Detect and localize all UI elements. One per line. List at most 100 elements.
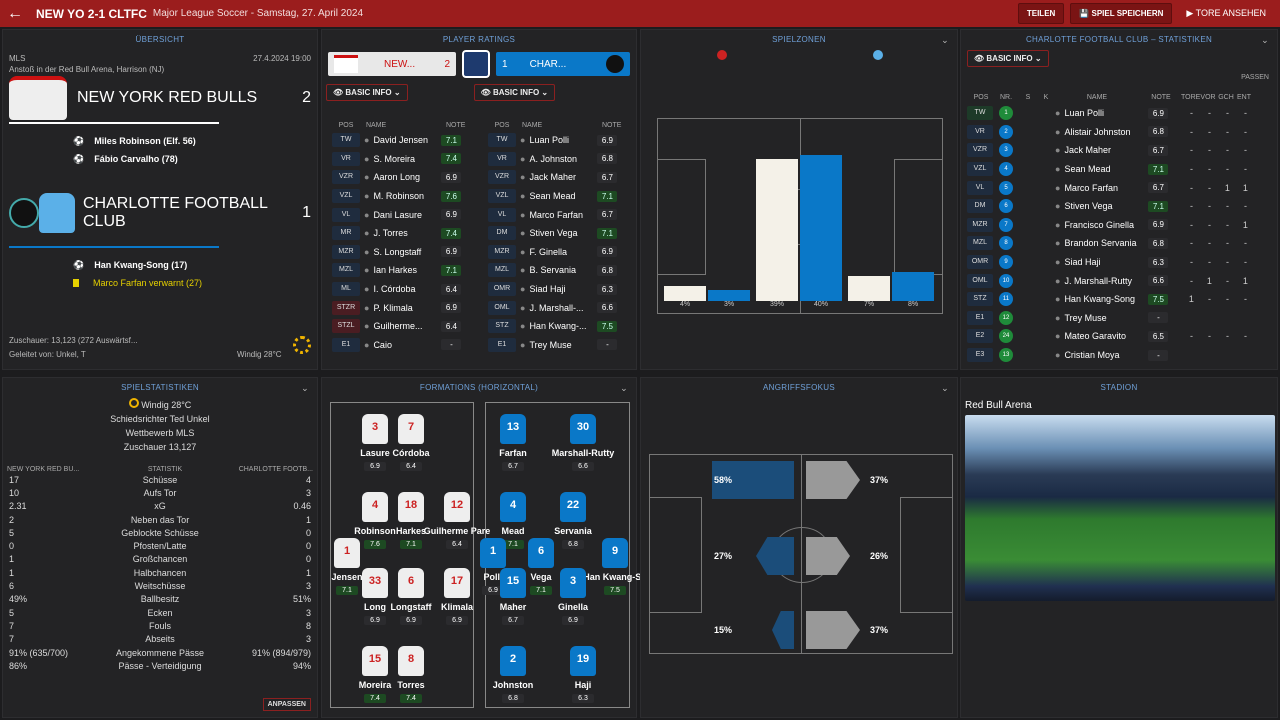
stats-row[interactable]: VL 5 ● Marco Farfan 6.7 - - 1 1 xyxy=(967,178,1273,197)
rating-row[interactable]: MR ● J. Torres 7.4 xyxy=(326,224,474,243)
player-name[interactable]: Siad Haji xyxy=(529,284,566,295)
player-name[interactable]: Trey Muse xyxy=(1064,312,1107,323)
rating-row[interactable]: VZL ● M. Robinson 7.6 xyxy=(326,187,474,206)
away-formation-player[interactable]: 3 Ginella 6.9 xyxy=(558,568,588,628)
player-name[interactable]: Han Kwang-... xyxy=(529,321,587,332)
player-name[interactable]: Han Kwang-Song xyxy=(1064,294,1135,305)
player-name[interactable]: S. Longstaff xyxy=(373,246,422,257)
player-name[interactable]: Mateo Garavito xyxy=(1064,331,1126,342)
home-basic-info-dropdown[interactable]: 👁 BASIC INFO ⌄ xyxy=(326,84,408,101)
home-formation-player[interactable]: 1 Jensen 7.1 xyxy=(331,538,363,598)
player-name[interactable]: B. Servania xyxy=(529,265,576,276)
player-name[interactable]: Stiven Vega xyxy=(1064,201,1113,212)
rating-row[interactable]: STZR ● P. Klimala 6.9 xyxy=(326,298,474,317)
player-name[interactable]: Sean Mead xyxy=(529,191,576,202)
adjust-button[interactable]: ANPASSEN xyxy=(262,698,311,711)
stats-row[interactable]: MZR 7 ● Francisco Ginella 6.9 - - - 1 xyxy=(967,216,1273,235)
player-name[interactable]: Dani Lasure xyxy=(373,209,422,220)
stats-row[interactable]: MZL 8 ● Brandon Servania 6.8 - - - - xyxy=(967,234,1273,253)
player-name[interactable]: Francisco Ginella xyxy=(1064,219,1134,230)
stats-basic-info-dropdown[interactable]: 👁 BASIC INFO ⌄ xyxy=(967,50,1049,67)
rating-row[interactable]: MZR ● S. Longstaff 6.9 xyxy=(326,243,474,262)
player-name[interactable]: Guilherme... xyxy=(373,321,423,332)
player-name[interactable]: Sean Mead xyxy=(1064,164,1111,175)
player-name[interactable]: Luan Polli xyxy=(1064,108,1104,119)
away-formation-player[interactable]: 9 Han Kwang-So 7.5 xyxy=(583,538,647,598)
home-formation-player[interactable]: 6 Longstaff 6.9 xyxy=(391,568,432,628)
home-formation-player[interactable]: 8 Torres 7.4 xyxy=(396,646,426,706)
rating-row[interactable]: STZL ● Guilherme... 6.4 xyxy=(326,317,474,336)
share-button[interactable]: TEILEN xyxy=(1017,3,1065,24)
chevron-down-icon[interactable]: ⌄ xyxy=(301,383,309,393)
player-name[interactable]: J. Torres xyxy=(373,228,408,239)
back-arrow-icon[interactable]: ← xyxy=(7,4,23,22)
player-name[interactable]: Trey Muse xyxy=(529,339,572,350)
home-formation-player[interactable]: 33 Long 6.9 xyxy=(360,568,390,628)
rating-row[interactable]: OMR ● Siad Haji 6.3 xyxy=(482,280,630,299)
player-name[interactable]: Marco Farfan xyxy=(529,209,583,220)
player-name[interactable]: Stiven Vega xyxy=(529,228,578,239)
rating-row[interactable]: TW ● David Jensen 7.1 xyxy=(326,131,474,150)
stats-row[interactable]: E1 12 ● Trey Muse - xyxy=(967,309,1273,328)
away-formation-player[interactable]: 13 Farfan 6.7 xyxy=(498,414,528,474)
player-name[interactable]: David Jensen xyxy=(373,135,428,146)
player-name[interactable]: Luan Polli xyxy=(529,135,569,146)
stats-row[interactable]: TW 1 ● Luan Polli 6.9 - - - - xyxy=(967,104,1273,123)
player-name[interactable]: F. Ginella xyxy=(529,246,567,257)
player-name[interactable]: P. Klimala xyxy=(373,302,413,313)
player-name[interactable]: J. Marshall-... xyxy=(529,302,584,313)
rating-row[interactable]: E1 ● Trey Muse - xyxy=(482,336,630,355)
home-formation-player[interactable]: 15 Moreira 7.4 xyxy=(359,646,391,706)
chevron-down-icon[interactable]: ⌄ xyxy=(941,383,949,393)
rating-row[interactable]: ML ● I. Córdoba 6.4 xyxy=(326,280,474,299)
away-formation-player[interactable]: 22 Servania 6.8 xyxy=(554,492,592,552)
rating-row[interactable]: VL ● Marco Farfan 6.7 xyxy=(482,205,630,224)
away-formation-player[interactable]: 4 Mead 7.1 xyxy=(498,492,528,552)
player-name[interactable]: S. Moreira xyxy=(373,153,415,164)
player-name[interactable]: Marco Farfan xyxy=(1064,182,1118,193)
stats-row[interactable]: VR 2 ● Alistair Johnston 6.8 - - - - xyxy=(967,123,1273,142)
player-name[interactable]: Caio xyxy=(373,339,392,350)
home-formation-player[interactable]: 12 Guilherme Pare 6.4 xyxy=(424,492,490,552)
player-name[interactable]: A. Johnston xyxy=(529,153,577,164)
player-name[interactable]: Brandon Servania xyxy=(1064,238,1137,249)
player-name[interactable]: Cristian Moya xyxy=(1064,350,1120,361)
rating-row[interactable]: VR ● A. Johnston 6.8 xyxy=(482,150,630,169)
home-formation-player[interactable]: 17 Klimala 6.9 xyxy=(441,568,473,628)
away-formation-player[interactable]: 1 Polli 6.9 xyxy=(478,538,508,598)
away-basic-info-dropdown[interactable]: 👁 BASIC INFO ⌄ xyxy=(473,84,556,101)
chevron-down-icon[interactable]: ⌄ xyxy=(1261,35,1269,45)
rating-row[interactable]: VR ● S. Moreira 7.4 xyxy=(326,150,474,169)
stats-row[interactable]: VZR 3 ● Jack Maher 6.7 - - - - xyxy=(967,141,1273,160)
away-formation-player[interactable]: 30 Marshall-Rutty 6.6 xyxy=(552,414,614,474)
rating-row[interactable]: VZR ● Aaron Long 6.9 xyxy=(326,168,474,187)
away-formation-player[interactable]: 6 Vega 7.1 xyxy=(526,538,556,598)
chevron-down-icon[interactable]: ⌄ xyxy=(941,35,949,45)
rating-row[interactable]: TW ● Luan Polli 6.9 xyxy=(482,131,630,150)
player-name[interactable]: Jack Maher xyxy=(1064,145,1111,156)
away-formation-player[interactable]: 19 Haji 6.3 xyxy=(568,646,598,706)
player-name[interactable]: M. Robinson xyxy=(373,191,424,202)
rating-row[interactable]: VZL ● Sean Mead 7.1 xyxy=(482,187,630,206)
away-formation-player[interactable]: 15 Maher 6.7 xyxy=(498,568,528,628)
stats-row[interactable]: OMR 9 ● Siad Haji 6.3 - - - - xyxy=(967,253,1273,272)
player-name[interactable]: Jack Maher xyxy=(529,172,576,183)
rating-row[interactable]: DM ● Stiven Vega 7.1 xyxy=(482,224,630,243)
rating-row[interactable]: MZR ● F. Ginella 6.9 xyxy=(482,243,630,262)
player-name[interactable]: Alistair Johnston xyxy=(1064,126,1131,137)
home-formation-player[interactable]: 18 Harkes 7.1 xyxy=(396,492,426,552)
stats-row[interactable]: DM 6 ● Stiven Vega 7.1 - - - - xyxy=(967,197,1273,216)
player-name[interactable]: J. Marshall-Rutty xyxy=(1064,275,1132,286)
stats-row[interactable]: E2 24 ● Mateo Garavito 6.5 - - - - xyxy=(967,327,1273,346)
rating-row[interactable]: E1 ● Caio - xyxy=(326,336,474,355)
save-match-button[interactable]: 💾 SPIEL SPEICHERN xyxy=(1070,3,1173,24)
rating-row[interactable]: MZL ● B. Servania 6.8 xyxy=(482,261,630,280)
stats-row[interactable]: E3 13 ● Cristian Moya - xyxy=(967,346,1273,365)
home-formation-player[interactable]: 3 Lasure 6.9 xyxy=(360,414,390,474)
player-name[interactable]: I. Córdoba xyxy=(373,284,416,295)
rating-row[interactable]: VL ● Dani Lasure 6.9 xyxy=(326,205,474,224)
chevron-down-icon[interactable]: ⌄ xyxy=(620,383,628,393)
rating-row[interactable]: MZL ● Ian Harkes 7.1 xyxy=(326,261,474,280)
player-name[interactable]: Ian Harkes xyxy=(373,265,417,276)
rating-row[interactable]: STZ ● Han Kwang-... 7.5 xyxy=(482,317,630,336)
